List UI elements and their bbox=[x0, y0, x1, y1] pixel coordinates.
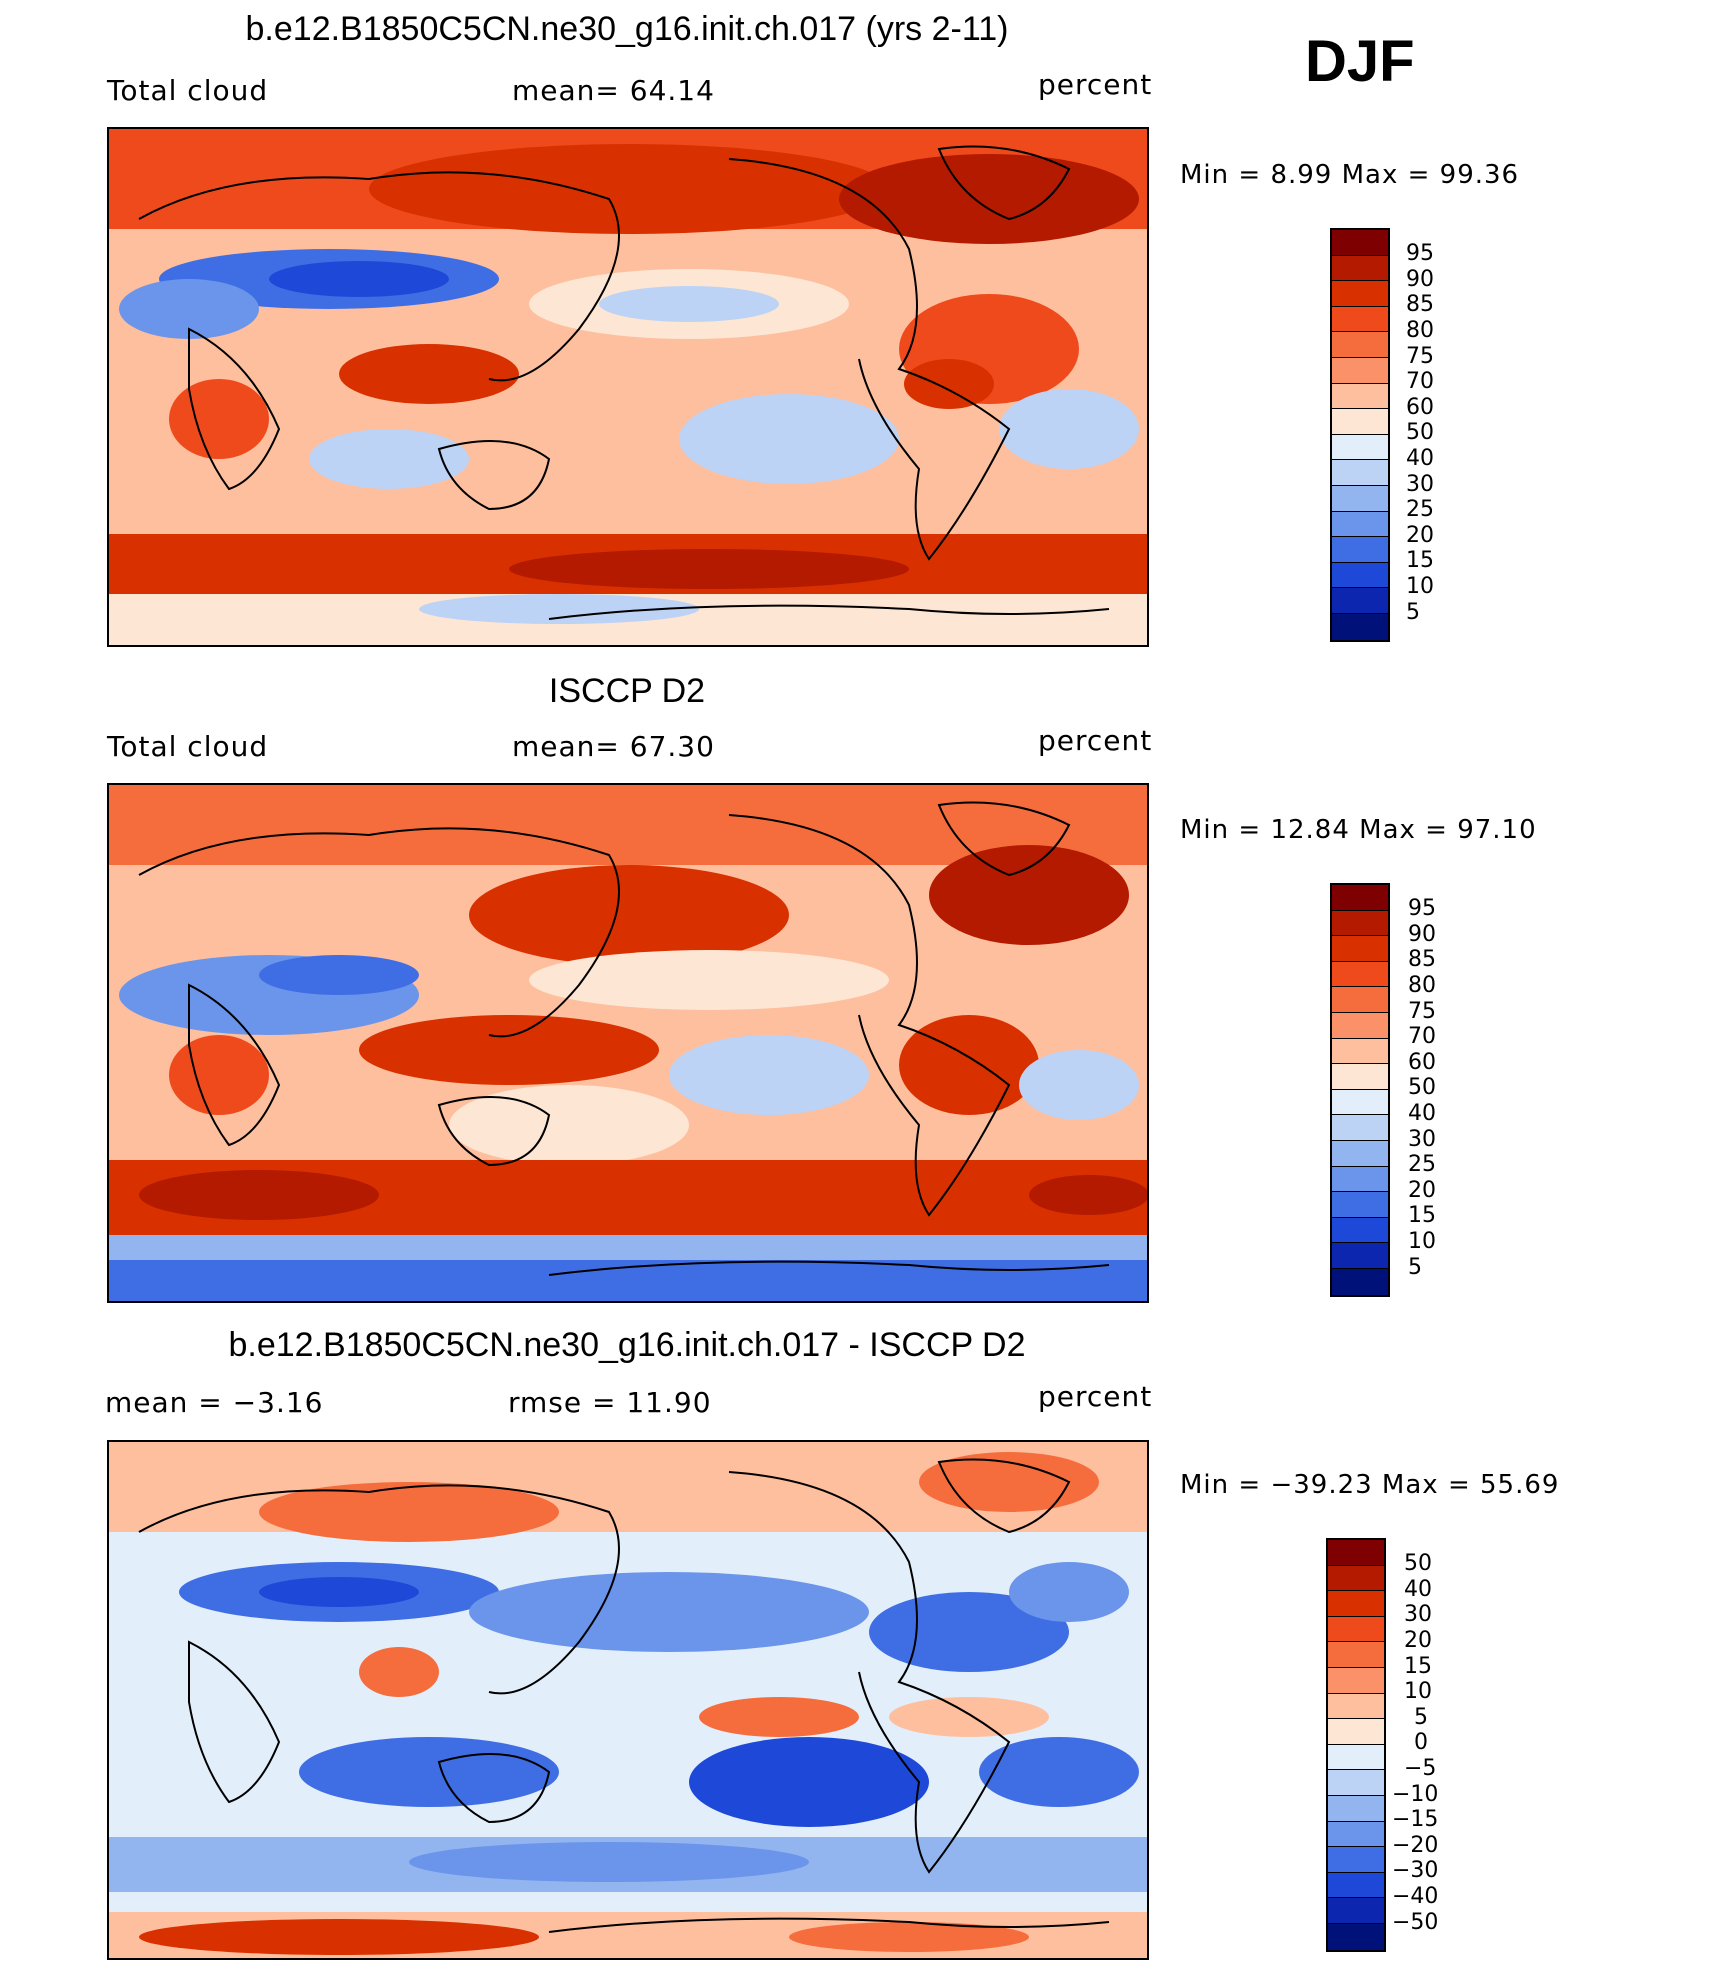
panel1-minmax: Min = 8.99 Max = 99.36 bbox=[1180, 160, 1520, 190]
panel2-variable-label: Total cloud bbox=[107, 730, 269, 763]
panel3-cbar-label: −10 bbox=[1392, 1782, 1439, 1807]
panel2-cbar-label: 10 bbox=[1408, 1229, 1436, 1254]
panel2-cbar-label: 95 bbox=[1408, 896, 1436, 921]
panel2-cbar-label: 25 bbox=[1408, 1152, 1436, 1177]
panel2-cbar-label: 70 bbox=[1408, 1024, 1436, 1049]
panel3-cbar-label: 15 bbox=[1404, 1654, 1432, 1679]
panel2-minmax: Min = 12.84 Max = 97.10 bbox=[1180, 815, 1537, 845]
panel2-cbar-label: 5 bbox=[1408, 1255, 1422, 1280]
panel2-cbar-label: 50 bbox=[1408, 1075, 1436, 1100]
panel3-cbar-label: 20 bbox=[1404, 1628, 1432, 1653]
panel1-cbar-label: 95 bbox=[1406, 241, 1434, 266]
panel1-cbar-label: 60 bbox=[1406, 395, 1434, 420]
panel2-cbar-label: 90 bbox=[1408, 922, 1436, 947]
panel3-cbar-label: 40 bbox=[1404, 1577, 1432, 1602]
panel1-cbar-label: 5 bbox=[1406, 600, 1420, 625]
panel1-cbar-label: 85 bbox=[1406, 292, 1434, 317]
panel2-cbar-label: 40 bbox=[1408, 1101, 1436, 1126]
panel2-cbar-label: 15 bbox=[1408, 1203, 1436, 1228]
panel3-cbar-label: 10 bbox=[1404, 1679, 1432, 1704]
panel3-cbar-label: −30 bbox=[1392, 1858, 1439, 1883]
panel2-map bbox=[107, 783, 1149, 1303]
panel3-mean-label: mean = −3.16 bbox=[105, 1386, 324, 1419]
panel1-mean-label: mean= 64.14 bbox=[512, 74, 715, 107]
panel3-minmax: Min = −39.23 Max = 55.69 bbox=[1180, 1470, 1560, 1500]
panel2-cbar-label: 80 bbox=[1408, 973, 1436, 998]
panel3-cbar-label: −5 bbox=[1404, 1756, 1437, 1781]
panel1-cbar-label: 80 bbox=[1406, 318, 1434, 343]
panel1-cbar-label: 75 bbox=[1406, 344, 1434, 369]
panel3-cbar-label: −20 bbox=[1392, 1833, 1439, 1858]
panel3-cbar-label: 30 bbox=[1404, 1602, 1432, 1627]
panel1-cbar-label: 50 bbox=[1406, 420, 1434, 445]
panel2-colorbar bbox=[1330, 883, 1390, 1297]
panel3-cbar-label: −40 bbox=[1392, 1884, 1439, 1909]
panel1-cbar-label: 20 bbox=[1406, 523, 1434, 548]
panel2-cbar-label: 30 bbox=[1408, 1127, 1436, 1152]
panel2-title: ISCCP D2 bbox=[548, 672, 706, 710]
panel1-cbar-label: 40 bbox=[1406, 446, 1434, 471]
panel3-cbar-label: 5 bbox=[1414, 1705, 1428, 1730]
panel1-cbar-label: 90 bbox=[1406, 267, 1434, 292]
panel1-cbar-label: 70 bbox=[1406, 369, 1434, 394]
panel2-cbar-label: 60 bbox=[1408, 1050, 1436, 1075]
panel1-cbar-label: 25 bbox=[1406, 497, 1434, 522]
panel3-cbar-label: 0 bbox=[1414, 1730, 1428, 1755]
panel3-cbar-label: −50 bbox=[1392, 1910, 1439, 1935]
panel3-rmse-label: rmse = 11.90 bbox=[508, 1386, 712, 1419]
panel1-map bbox=[107, 127, 1149, 647]
panel3-cbar-label: 50 bbox=[1404, 1551, 1432, 1576]
panel1-colorbar bbox=[1330, 228, 1390, 642]
panel3-map bbox=[107, 1440, 1149, 1960]
panel1-variable-label: Total cloud bbox=[107, 74, 269, 107]
panel1-cbar-label: 10 bbox=[1406, 574, 1434, 599]
panel3-title: b.e12.B1850C5CN.ne30_g16.init.ch.017 - I… bbox=[228, 1326, 1026, 1364]
panel2-units-label: percent bbox=[1038, 724, 1153, 757]
panel1-cbar-label: 15 bbox=[1406, 548, 1434, 573]
panel3-colorbar bbox=[1326, 1538, 1386, 1952]
panel2-cbar-label: 20 bbox=[1408, 1178, 1436, 1203]
season-label: DJF bbox=[1305, 29, 1415, 94]
panel1-units-label: percent bbox=[1038, 68, 1153, 101]
panel2-mean-label: mean= 67.30 bbox=[512, 730, 715, 763]
panel2-cbar-label: 75 bbox=[1408, 999, 1436, 1024]
panel3-units-label: percent bbox=[1038, 1380, 1153, 1413]
panel2-cbar-label: 85 bbox=[1408, 947, 1436, 972]
panel1-title: b.e12.B1850C5CN.ne30_g16.init.ch.017 (yr… bbox=[245, 10, 1009, 48]
panel3-cbar-label: −15 bbox=[1392, 1807, 1439, 1832]
panel1-cbar-label: 30 bbox=[1406, 472, 1434, 497]
